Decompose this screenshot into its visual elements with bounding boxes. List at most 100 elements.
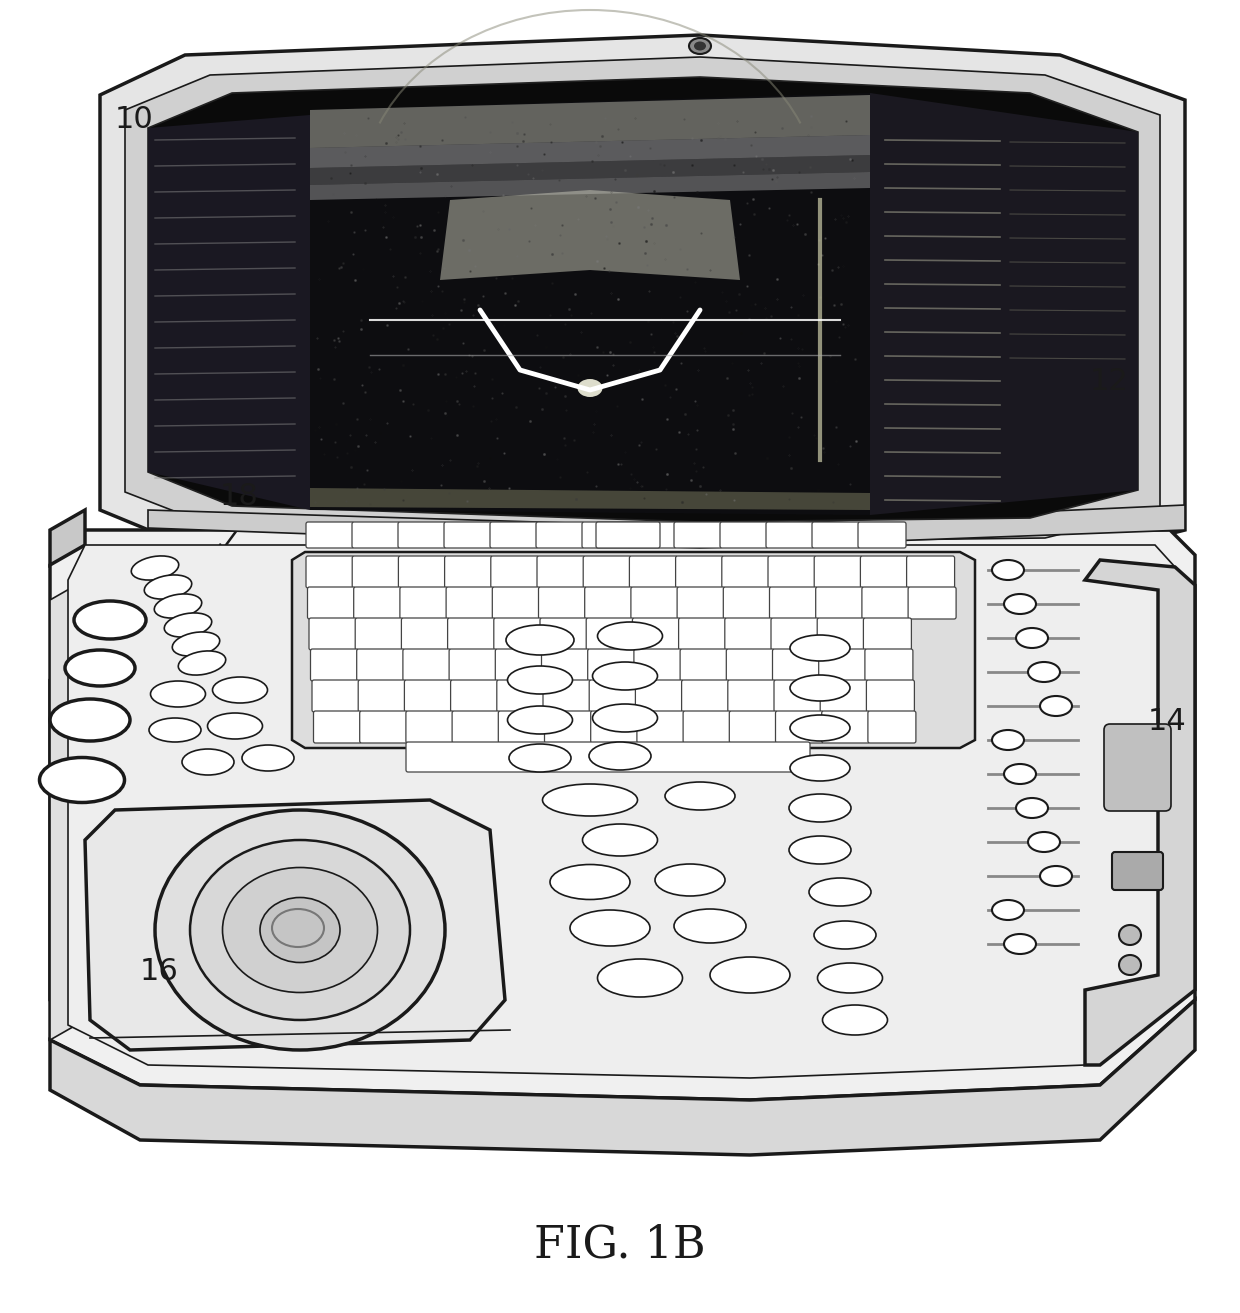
Ellipse shape — [992, 561, 1024, 580]
FancyBboxPatch shape — [310, 649, 358, 681]
FancyBboxPatch shape — [861, 555, 909, 588]
FancyBboxPatch shape — [906, 555, 955, 588]
Ellipse shape — [212, 678, 268, 702]
FancyBboxPatch shape — [538, 587, 587, 618]
FancyBboxPatch shape — [768, 555, 816, 588]
FancyBboxPatch shape — [404, 680, 453, 712]
Ellipse shape — [589, 742, 651, 769]
FancyBboxPatch shape — [582, 523, 630, 548]
FancyBboxPatch shape — [766, 523, 813, 548]
FancyBboxPatch shape — [677, 587, 725, 618]
FancyBboxPatch shape — [588, 649, 636, 681]
Ellipse shape — [822, 1004, 888, 1035]
Polygon shape — [68, 545, 1176, 1078]
FancyBboxPatch shape — [722, 555, 770, 588]
Ellipse shape — [593, 704, 657, 733]
Ellipse shape — [813, 920, 875, 949]
FancyBboxPatch shape — [312, 680, 360, 712]
FancyBboxPatch shape — [868, 712, 916, 743]
FancyBboxPatch shape — [542, 649, 589, 681]
FancyBboxPatch shape — [683, 712, 732, 743]
FancyBboxPatch shape — [590, 712, 639, 743]
FancyBboxPatch shape — [864, 649, 913, 681]
FancyBboxPatch shape — [450, 680, 498, 712]
FancyBboxPatch shape — [306, 555, 353, 588]
Polygon shape — [291, 551, 975, 748]
FancyBboxPatch shape — [448, 618, 496, 650]
FancyBboxPatch shape — [867, 680, 914, 712]
Polygon shape — [310, 93, 870, 515]
FancyBboxPatch shape — [1104, 723, 1171, 811]
FancyBboxPatch shape — [675, 523, 722, 548]
FancyBboxPatch shape — [357, 649, 404, 681]
FancyBboxPatch shape — [495, 649, 543, 681]
Polygon shape — [310, 172, 870, 200]
FancyBboxPatch shape — [680, 649, 728, 681]
FancyBboxPatch shape — [818, 649, 867, 681]
Polygon shape — [310, 488, 870, 509]
Ellipse shape — [551, 864, 630, 899]
Ellipse shape — [50, 699, 130, 741]
FancyBboxPatch shape — [770, 587, 817, 618]
Ellipse shape — [260, 898, 340, 962]
Text: FIG. 1B: FIG. 1B — [534, 1224, 706, 1267]
FancyBboxPatch shape — [405, 742, 810, 772]
Polygon shape — [86, 800, 505, 1050]
FancyBboxPatch shape — [585, 587, 632, 618]
FancyBboxPatch shape — [358, 680, 407, 712]
FancyBboxPatch shape — [403, 649, 451, 681]
FancyBboxPatch shape — [497, 680, 544, 712]
Ellipse shape — [1016, 798, 1048, 818]
FancyBboxPatch shape — [775, 712, 823, 743]
Ellipse shape — [182, 748, 234, 775]
Ellipse shape — [507, 706, 573, 734]
Ellipse shape — [150, 681, 206, 706]
Ellipse shape — [817, 962, 883, 993]
FancyBboxPatch shape — [444, 523, 492, 548]
FancyBboxPatch shape — [491, 555, 539, 588]
FancyBboxPatch shape — [727, 649, 774, 681]
Ellipse shape — [164, 613, 212, 637]
FancyBboxPatch shape — [494, 618, 542, 650]
Polygon shape — [310, 95, 870, 148]
Polygon shape — [148, 116, 310, 509]
FancyBboxPatch shape — [445, 555, 492, 588]
FancyBboxPatch shape — [306, 523, 353, 548]
Polygon shape — [1085, 561, 1195, 1065]
Ellipse shape — [155, 810, 445, 1050]
Polygon shape — [50, 1001, 1195, 1155]
FancyBboxPatch shape — [352, 555, 401, 588]
Ellipse shape — [222, 868, 377, 993]
FancyBboxPatch shape — [539, 618, 588, 650]
Ellipse shape — [1118, 924, 1141, 945]
Ellipse shape — [665, 783, 735, 810]
FancyBboxPatch shape — [405, 712, 454, 743]
Ellipse shape — [675, 909, 746, 943]
FancyBboxPatch shape — [446, 587, 494, 618]
FancyBboxPatch shape — [725, 618, 773, 650]
Ellipse shape — [790, 755, 849, 781]
Text: 16: 16 — [140, 957, 179, 986]
FancyBboxPatch shape — [723, 587, 771, 618]
Polygon shape — [310, 155, 870, 185]
FancyBboxPatch shape — [544, 712, 593, 743]
FancyBboxPatch shape — [720, 523, 768, 548]
FancyBboxPatch shape — [908, 587, 956, 618]
FancyBboxPatch shape — [682, 680, 729, 712]
FancyBboxPatch shape — [449, 649, 497, 681]
Ellipse shape — [506, 625, 574, 655]
FancyBboxPatch shape — [820, 680, 868, 712]
Ellipse shape — [1040, 696, 1073, 716]
FancyBboxPatch shape — [632, 618, 681, 650]
FancyBboxPatch shape — [815, 555, 862, 588]
FancyBboxPatch shape — [858, 523, 906, 548]
Ellipse shape — [40, 758, 124, 802]
Ellipse shape — [790, 675, 849, 701]
Ellipse shape — [598, 958, 682, 997]
Ellipse shape — [711, 957, 790, 993]
FancyBboxPatch shape — [352, 523, 401, 548]
Ellipse shape — [190, 840, 410, 1020]
FancyBboxPatch shape — [630, 555, 677, 588]
Ellipse shape — [508, 744, 570, 772]
FancyBboxPatch shape — [1112, 852, 1163, 890]
